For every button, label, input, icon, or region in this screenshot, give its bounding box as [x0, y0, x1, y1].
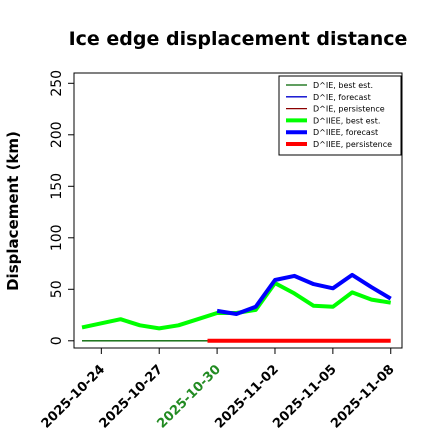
y-tick-label: 0 [49, 336, 65, 345]
plot-frame [73, 72, 403, 349]
series-layer [81, 272, 392, 343]
series-line [216, 272, 392, 316]
legend-label: D^IE, best est. [313, 81, 373, 90]
series-line [81, 281, 392, 331]
chart-title: Ice edge displacement distance [69, 28, 408, 50]
y-tick-label: 150 [49, 173, 65, 200]
legend-label: D^IE, forecast [313, 93, 371, 102]
y-tick-label: 200 [49, 121, 65, 148]
y-axis-label: Displacement (km) [4, 131, 22, 291]
y-tick-label: 100 [49, 224, 65, 251]
y-axis: 0 50 100 150 200 250 [49, 70, 74, 345]
legend-label: D^IIEE, best est. [313, 116, 380, 125]
y-tick-label: 250 [49, 70, 65, 97]
legend-label: D^IIEE, persistence [313, 140, 392, 149]
legend-label: D^IIEE, forecast [313, 128, 378, 137]
y-tick-label: 50 [49, 280, 65, 298]
legend-label: D^IE, persistence [313, 105, 385, 114]
x-axis: 2025-10-242025-10-272025-10-302025-11-02… [39, 348, 398, 432]
legend-box [278, 75, 402, 156]
legend: D^IE, best est. D^IE, forecast D^IE, persi… [278, 75, 402, 156]
